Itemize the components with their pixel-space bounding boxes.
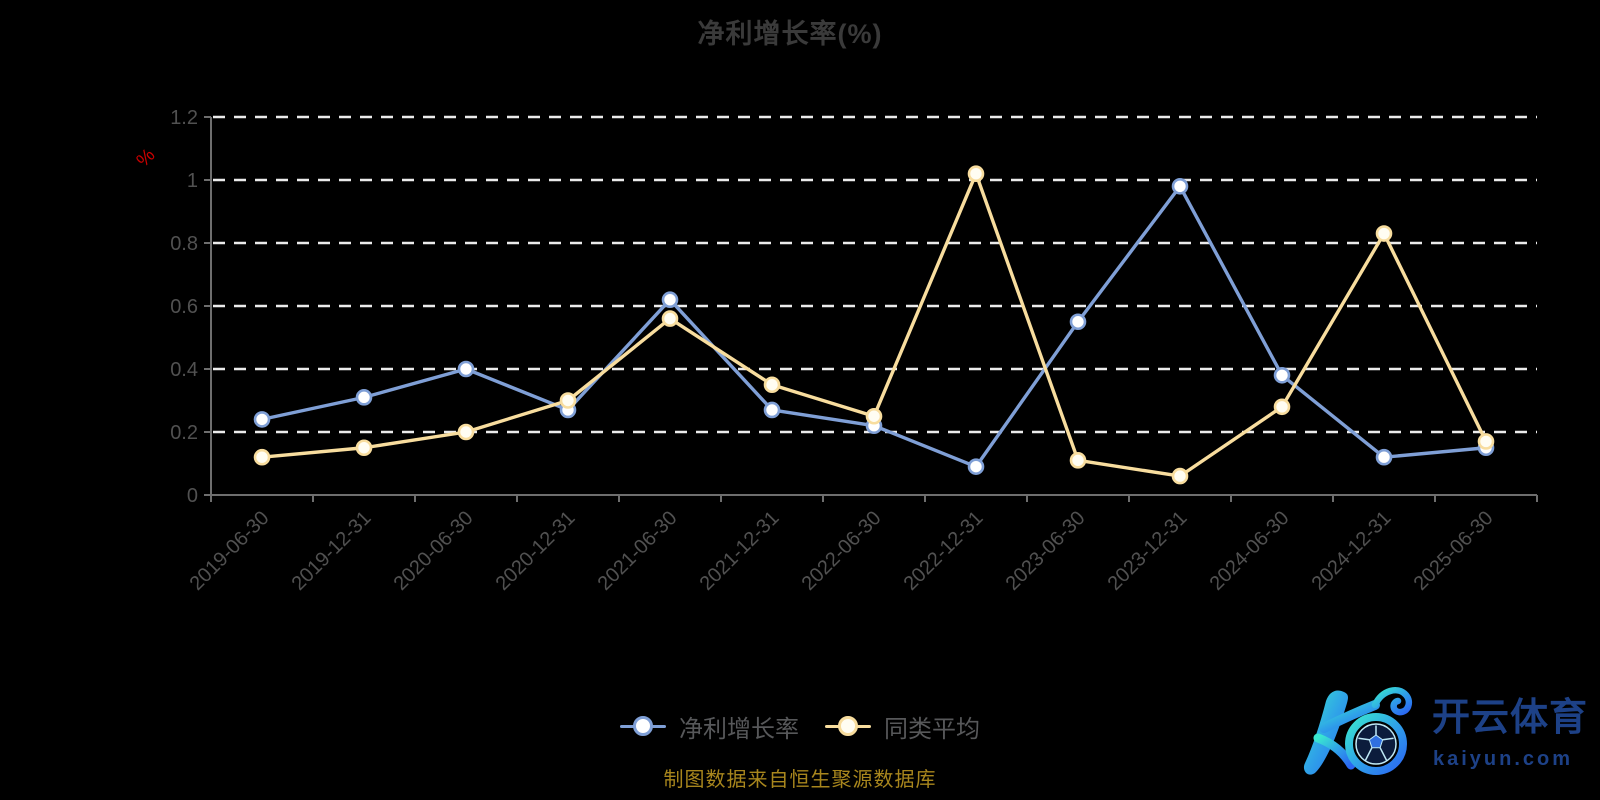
legend: 净利增长率 同类平均 [0,708,1600,744]
logo-domain: kaiyun.com [1433,748,1573,770]
x-tick-label: 2020-06-30 [390,507,478,595]
football-icon [1355,723,1397,765]
y-tick-label: 0.4 [170,359,198,381]
y-tick-label: 1 [187,170,198,192]
data-point [967,165,985,182]
x-tick-label: 2022-12-31 [900,507,988,595]
source-note: 制图数据来自恒生聚源数据库 [663,769,937,791]
y-tick-label: 0.2 [170,422,198,444]
legend-item-1[interactable]: 同类平均 [825,709,980,744]
y-tick-label: 0 [187,485,198,507]
x-tick-label: 2024-12-31 [1308,507,1396,595]
data-point [457,360,475,378]
logo-k-icon [1303,687,1413,775]
x-axis: 2019-06-30 2019-12-31 2020-06-30 2020-12-31… [186,494,1538,595]
x-tick-label: 2023-06-30 [1002,507,1090,595]
data-point [355,439,373,457]
chart-canvas: 00.20.40.60.811.2%2019-06-30 2019-12-31 20… [133,107,1538,595]
data-point [661,310,679,327]
legend-line-marker-icon [620,714,666,738]
data-point [1477,433,1495,450]
x-tick-label: 2021-06-30 [594,507,682,595]
legend-item-0[interactable]: 净利增长率 [620,709,799,744]
data-point [865,407,883,425]
data-point [1375,448,1393,466]
x-tick-label: 2022-06-30 [798,507,886,595]
legend-line-marker-icon [825,714,871,738]
y-tick-label: 0.6 [170,296,198,318]
data-point [661,291,679,309]
data-point [1069,452,1087,469]
data-point [457,423,475,441]
y-axis-name: % [133,145,160,172]
data-point [763,376,781,394]
series-line-1 [253,165,1495,485]
data-point [253,448,271,466]
x-tick-label: 2019-06-30 [186,507,274,595]
y-tick-label: 0.8 [170,233,198,255]
x-tick-label: 2020-12-31 [492,507,580,595]
y-axis: 0 0.2 0.4 0.6 0.8 1 1.2% [133,107,212,507]
y-tick-label: 1.2 [170,107,198,129]
data-point [253,411,271,428]
data-point [1069,313,1087,331]
x-tick-label: 2021-12-31 [696,507,784,595]
data-point [355,389,373,406]
grid-lines [213,115,1537,434]
logo-title: 开云体育 [1432,697,1588,739]
chart-title: 净利增长率(%) [697,19,883,49]
data-point [1375,225,1393,242]
data-point [559,392,577,409]
data-point [1171,467,1189,485]
x-tick-label: 2025-06-30 [1410,507,1498,595]
kaiyun-logo[interactable]: 开云体育 kaiyun.com [1290,676,1598,796]
legend-label: 净利增长率 [679,715,799,743]
data-point [1171,178,1189,195]
x-tick-label: 2024-06-30 [1206,507,1294,595]
x-tick-label: 2023-12-31 [1104,507,1192,595]
data-point [763,401,781,419]
legend-label: 同类平均 [884,715,980,743]
data-point [1273,398,1291,416]
data-point [967,458,985,475]
series-line-0 [253,178,1495,475]
x-tick-label: 2019-12-31 [288,507,376,595]
data-point [1273,366,1291,384]
